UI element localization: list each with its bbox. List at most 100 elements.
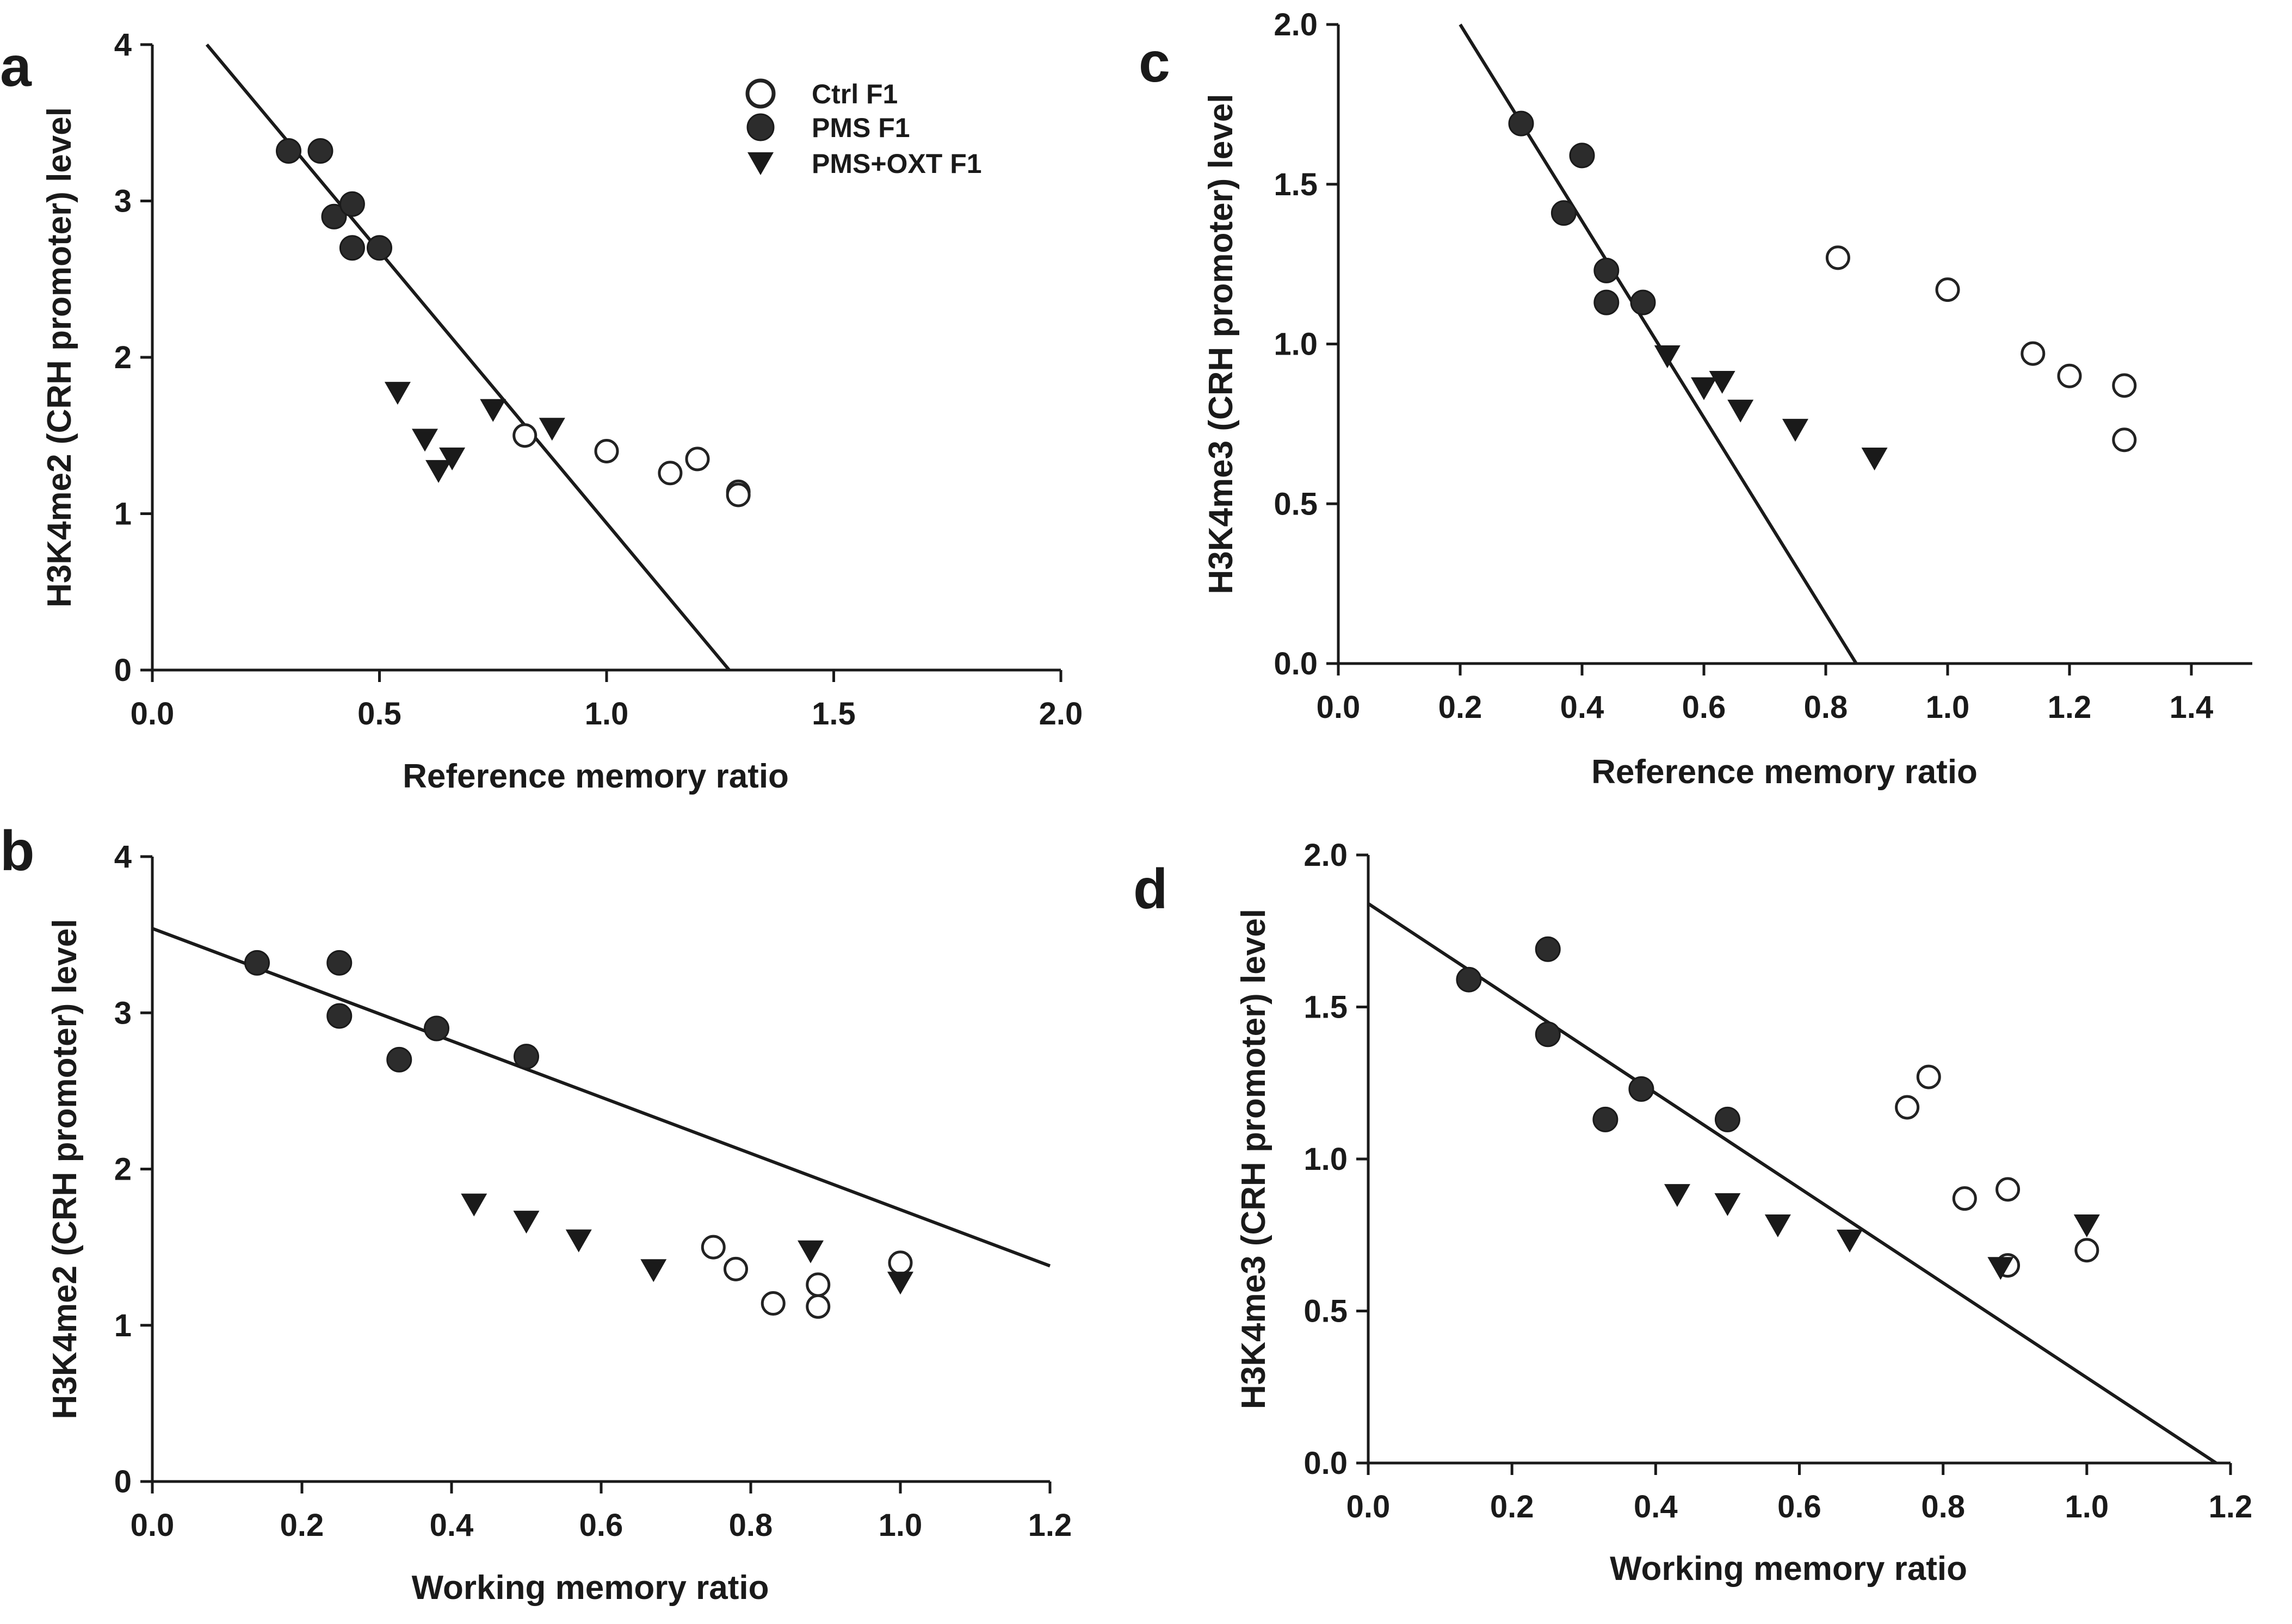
panel-letter-c: c (1139, 31, 1170, 94)
point-pms-f1-a (339, 191, 365, 217)
point-pms-f1-c (1569, 142, 1595, 169)
point-pms-oxt-f1-b (798, 1240, 824, 1263)
y-tick-label-b: 2 (114, 1152, 132, 1187)
point-ctrl-f1-c (2112, 427, 2137, 453)
y-axis-title-b: H3K4me2 (CRH promoter) level (46, 919, 84, 1420)
x-tick-label-c: 0.2 (1438, 690, 1482, 725)
regression-line-d (1367, 902, 2217, 1465)
x-axis-title-c: Reference memory ratio (1591, 753, 1978, 791)
point-pms-oxt-f1-a (425, 460, 452, 483)
y-tick-label-c: 1.0 (1274, 327, 1318, 362)
x-tick-label-d: 1.2 (2209, 1489, 2253, 1524)
y-axis-title-a: H3K4me2 (CRH promoter) level (41, 107, 78, 608)
point-pms-oxt-f1-a (480, 399, 506, 422)
point-ctrl-f1-c (2112, 373, 2137, 398)
x-tick-label-b: 0.8 (729, 1508, 773, 1543)
point-pms-f1-c (1550, 200, 1577, 226)
panel-letter-b: b (0, 820, 35, 883)
y-tick-label-d: 0.0 (1303, 1446, 1348, 1481)
point-pms-oxt-f1-c (1782, 419, 1808, 442)
point-pms-f1-c (1508, 110, 1534, 137)
panel-letter-a: a (0, 35, 32, 98)
x-tick-label-c: 0.0 (1317, 690, 1361, 725)
point-pms-oxt-f1-c (1691, 377, 1717, 400)
y-tick-label-c: 1.5 (1274, 167, 1318, 202)
x-tick-label-a: 1.0 (585, 696, 629, 732)
point-ctrl-f1-a (658, 461, 683, 486)
legend-marker-filled-circle (746, 113, 775, 141)
chart-panel-c: 0.0 0.2 0.4 0.6 0.8 1.0 1.2 1.4 0.0 0.5 1.0 1.5 2.0 R… (1202, 7, 2252, 791)
point-pms-f1-c (1630, 289, 1656, 315)
point-ctrl-f1-a (685, 447, 710, 472)
regression-line-b (151, 927, 1051, 1268)
point-pms-oxt-f1-a (439, 447, 466, 470)
y-tick-label-b: 3 (114, 995, 132, 1031)
x-tick-label-c: 1.0 (1926, 690, 1970, 725)
x-tick-label-d: 0.4 (1634, 1489, 1678, 1524)
point-ctrl-f1-d (2074, 1238, 2099, 1263)
x-tick-label-b: 0.0 (131, 1508, 175, 1543)
point-ctrl-f1-b (761, 1291, 786, 1316)
point-pms-f1-b (326, 950, 353, 976)
y-tick-label-d: 2.0 (1303, 838, 1348, 873)
legend-item-ctrl: Ctrl F1 (745, 78, 898, 109)
point-pms-f1-c (1593, 289, 1620, 315)
point-pms-f1-a (367, 235, 392, 261)
point-ctrl-f1-c (1825, 245, 1850, 270)
x-axis-title-a: Reference memory ratio (403, 758, 789, 795)
legend-label-oxt: PMS+OXT F1 (812, 148, 982, 179)
point-ctrl-f1-b (806, 1272, 831, 1297)
point-ctrl-f1-d (1996, 1177, 2021, 1202)
point-pms-oxt-f1-c (1709, 371, 1735, 394)
y-tick-label-c: 0.5 (1274, 486, 1318, 522)
chart-panel-d: 0.0 0.2 0.4 0.6 0.8 1.0 1.2 0.0 0.5 1.0 1.5 2.0 Work… (1235, 838, 2252, 1588)
point-pms-oxt-f1-a (539, 418, 565, 441)
regression-line-a (205, 44, 731, 671)
point-ctrl-f1-b (806, 1294, 831, 1319)
legend-label-pms: PMS F1 (812, 113, 910, 143)
point-ctrl-f1-c (2057, 363, 2082, 388)
x-tick-label-d: 0.2 (1490, 1489, 1534, 1524)
x-tick-label-a: 0.5 (357, 696, 401, 732)
y-tick-label-a: 2 (114, 340, 132, 375)
point-pms-f1-b (386, 1046, 412, 1073)
point-pms-f1-d (1714, 1106, 1740, 1132)
point-ctrl-f1-d (1952, 1186, 1977, 1211)
panel-letter-d: d (1133, 858, 1168, 921)
point-pms-f1-d (1535, 1021, 1561, 1047)
x-tick-label-b: 0.6 (579, 1508, 623, 1543)
y-tick-label-c: 2.0 (1274, 7, 1318, 42)
point-ctrl-f1-a (512, 423, 538, 448)
point-pms-oxt-f1-d (2073, 1214, 2100, 1237)
y-tick-label-b: 4 (114, 839, 132, 875)
point-ctrl-f1-c (2021, 341, 2046, 366)
point-ctrl-f1-c (1935, 277, 1960, 302)
point-pms-oxt-f1-d (1764, 1214, 1791, 1237)
point-ctrl-f1-a (594, 439, 619, 463)
x-tick-label-a: 0.0 (131, 696, 175, 732)
legend-marker-filled-triangle (747, 152, 774, 175)
point-pms-f1-a (276, 138, 301, 164)
point-pms-f1-d (1592, 1106, 1618, 1132)
x-tick-label-c: 0.4 (1560, 690, 1604, 725)
point-pms-oxt-f1-c (1861, 448, 1888, 470)
x-tick-label-c: 0.6 (1682, 690, 1726, 725)
point-ctrl-f1-b (888, 1250, 913, 1275)
legend-item-oxt: PMS+OXT F1 (747, 148, 982, 179)
point-pms-oxt-f1-c (1727, 399, 1754, 423)
point-pms-oxt-f1-b (513, 1211, 540, 1234)
x-axis-title-d: Working memory ratio (1610, 1550, 1967, 1588)
y-tick-label-d: 0.5 (1303, 1294, 1348, 1329)
y-axis-title-c: H3K4me3 (CRH promoter) level (1202, 94, 1240, 594)
point-pms-f1-b (326, 1003, 353, 1029)
point-pms-oxt-f1-a (384, 382, 411, 405)
x-tick-label-d: 0.6 (1777, 1489, 1821, 1524)
point-pms-f1-b (424, 1015, 449, 1042)
x-tick-label-c: 1.4 (2170, 690, 2214, 725)
chart-panel-b: 0.0 0.2 0.4 0.6 0.8 1.0 1.2 0 1 2 3 4 Working memory… (46, 839, 1072, 1607)
y-tick-label-a: 0 (114, 653, 132, 688)
point-pms-oxt-f1-b (640, 1259, 667, 1282)
point-pms-oxt-f1-b (887, 1272, 913, 1295)
legend: Ctrl F1 PMS F1 PMS+OXT F1 (745, 78, 982, 179)
